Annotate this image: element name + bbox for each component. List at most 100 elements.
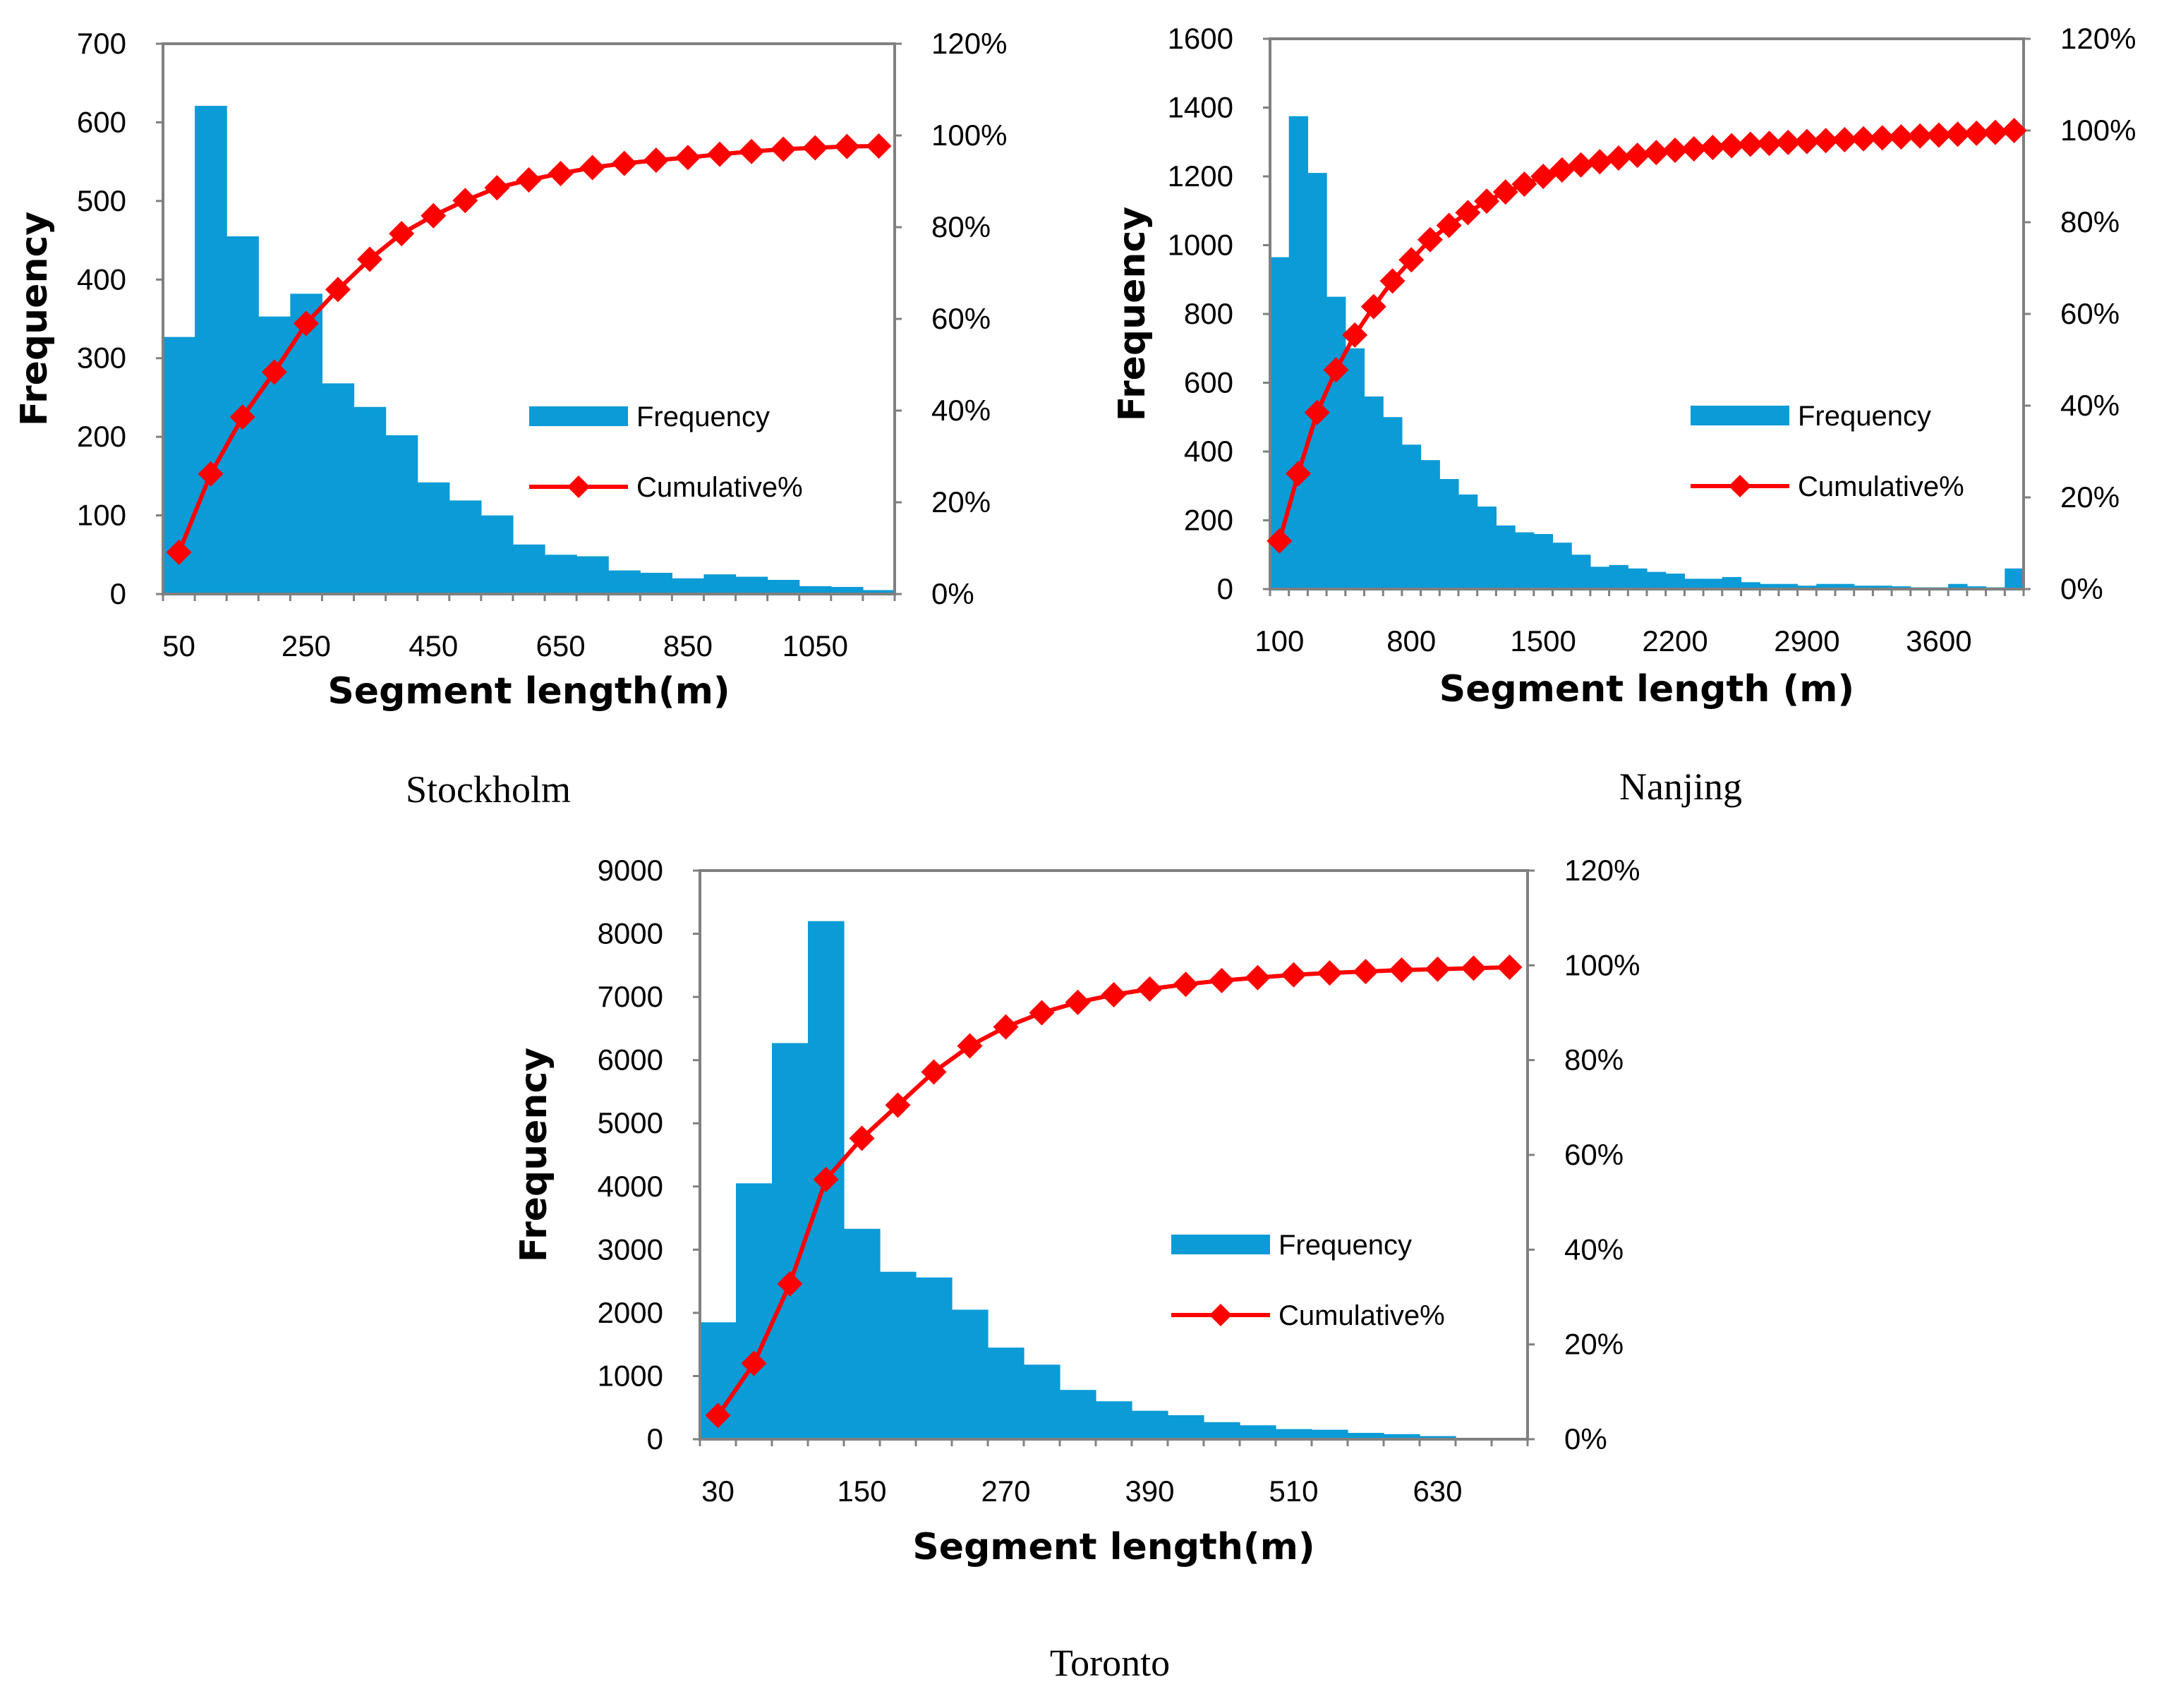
frequency-bar — [1204, 1422, 1240, 1439]
y-tick-label: 1400 — [1168, 91, 1233, 124]
y2-tick-label: 20% — [2060, 480, 2120, 514]
cumulative-marker — [1389, 957, 1415, 983]
frequency-bar — [736, 1183, 773, 1439]
y-tick-label: 3000 — [598, 1232, 663, 1266]
cumulative-marker — [2001, 118, 2027, 143]
x-tick-label: 1050 — [782, 629, 848, 662]
cumulative-marker — [484, 175, 510, 201]
cumulative-marker — [1549, 157, 1575, 183]
cumulative-marker — [1101, 981, 1127, 1007]
cumulative-marker — [1926, 122, 1952, 148]
frequency-bar — [322, 383, 355, 594]
x-tick-label: 30 — [701, 1474, 735, 1508]
cumulative-marker — [1398, 247, 1425, 273]
frequency-bar — [772, 1043, 809, 1439]
frequency-bar — [1384, 1434, 1420, 1439]
frequency-bar — [1401, 444, 1422, 589]
frequency-bar — [862, 590, 895, 594]
y-tick-label: 600 — [1184, 366, 1233, 399]
legend-cumulative-marker — [1729, 475, 1751, 497]
frequency-bar — [1778, 583, 1799, 589]
legend-cumulative-label: Cumulative% — [1279, 1300, 1445, 1331]
frequency-bar — [1722, 576, 1742, 589]
cumulative-marker — [1737, 131, 1763, 157]
y-tick-label: 200 — [1184, 504, 1233, 537]
cumulative-marker — [1267, 528, 1293, 554]
frequency-bar — [1703, 579, 1723, 589]
frequency-bar — [1024, 1364, 1060, 1439]
legend: Frequency Cumulative% — [1691, 401, 1964, 502]
frequency-bar — [767, 579, 800, 594]
cumulative-marker — [261, 359, 287, 385]
cumulative-marker — [1832, 127, 1858, 152]
cumulative-marker — [516, 167, 542, 193]
y2-tick-label: 100% — [1564, 948, 1640, 981]
x-tick-label: 50 — [162, 629, 195, 662]
frequency-bar — [1168, 1415, 1204, 1439]
frequency-bar — [1132, 1410, 1168, 1439]
cumulative-marker — [579, 155, 605, 181]
cumulative-marker — [1304, 399, 1330, 425]
x-tick-label: 510 — [1269, 1474, 1318, 1508]
x-tick-label: 100 — [1255, 624, 1304, 658]
frequency-bar — [480, 515, 514, 594]
frequency-bar — [1854, 586, 1873, 589]
frequency-bar — [640, 572, 672, 594]
y2-tick-label: 120% — [931, 27, 1007, 60]
frequency-bar — [385, 435, 418, 594]
frequency-bar — [880, 1271, 917, 1439]
x-tick-label: 270 — [981, 1474, 1030, 1508]
y-tick-label: 1600 — [1168, 22, 1233, 55]
y-tick-label: 700 — [77, 27, 126, 60]
frequency-bar — [1383, 417, 1403, 589]
y-tick-label: 6000 — [598, 1043, 663, 1077]
cumulative-marker — [921, 1059, 947, 1085]
cumulative-marker — [1461, 955, 1487, 981]
y-axis-title: Frequency — [513, 1048, 555, 1262]
cumulative-marker — [166, 539, 192, 565]
frequency-bar — [1533, 534, 1554, 589]
cumulative-marker — [1360, 293, 1386, 320]
frequency-bar — [1348, 1433, 1384, 1439]
legend-cumulative-marker — [567, 476, 590, 498]
cumulative-marker — [198, 461, 224, 487]
frequency-bar — [1364, 396, 1384, 589]
cumulative-marker — [1245, 964, 1271, 991]
cumulative-marker — [957, 1033, 983, 1059]
cumulative-marker — [777, 1271, 803, 1297]
frequency-bar — [1477, 507, 1497, 589]
frequency-bar — [952, 1309, 989, 1439]
legend-frequency-swatch — [1171, 1235, 1270, 1254]
cumulative-marker — [1813, 128, 1839, 154]
frequency-bar — [1345, 348, 1365, 589]
cumulative-marker — [1425, 956, 1451, 982]
y-tick-label: 1000 — [1168, 229, 1233, 262]
legend-frequency-swatch — [1691, 406, 1789, 425]
chart-caption: Stockholm — [406, 768, 571, 811]
x-tick-label: 2900 — [1774, 624, 1839, 658]
y-tick-label: 4000 — [598, 1170, 663, 1203]
frequency-bar — [2005, 568, 2024, 589]
legend: Frequency Cumulative% — [1171, 1230, 1445, 1331]
cumulative-marker — [1474, 188, 1500, 214]
cumulative-marker — [813, 1166, 839, 1192]
y-tick-label: 400 — [1184, 435, 1233, 468]
y-tick-label: 400 — [77, 262, 126, 296]
frequency-bar — [735, 576, 768, 594]
cumulative-marker — [675, 145, 701, 171]
frequency-bar — [1684, 579, 1704, 589]
cumulative-marker — [1756, 131, 1782, 157]
cumulative-marker — [993, 1014, 1019, 1040]
legend-frequency-label: Frequency — [1279, 1230, 1412, 1261]
cumulative-marker — [1317, 960, 1343, 986]
cumulative-marker — [1492, 179, 1518, 205]
legend-frequency-label: Frequency — [636, 401, 770, 432]
x-axis-title: Segment length (m) — [1439, 668, 1854, 710]
cumulative-marker — [1436, 212, 1462, 238]
y-tick-label: 7000 — [598, 980, 663, 1013]
frequency-bar — [1647, 571, 1667, 589]
cumulative-marker — [1587, 149, 1613, 175]
frequency-bar — [608, 570, 641, 594]
cumulative-marker — [849, 1125, 875, 1151]
